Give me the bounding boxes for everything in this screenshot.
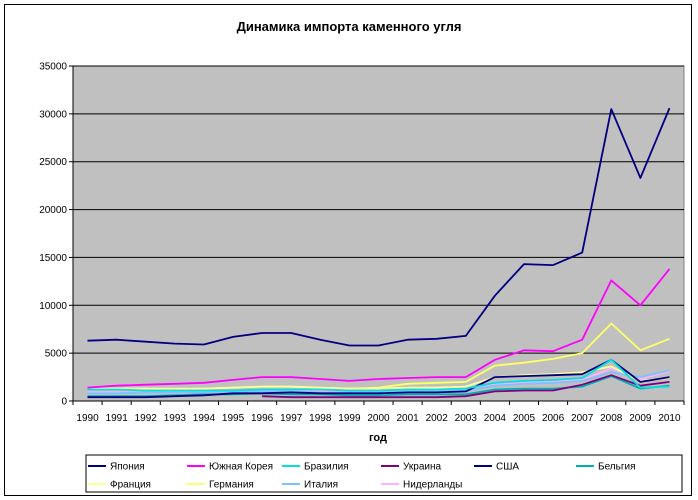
x-tick-label: 1990 [76,413,99,424]
x-tick-label: 2003 [455,413,478,424]
legend-label: Япония [110,462,145,473]
legend-label: Италия [304,480,338,491]
chart-title: Динамика импорта каменного угля [237,19,462,34]
series-line-1 [87,268,671,389]
legend-label: Южная Корея [209,462,273,473]
x-tick-label: 1998 [309,413,332,424]
x-tick-label: 2005 [513,413,536,424]
series-line-6 [87,365,670,390]
series-line-0 [87,107,671,347]
legend-label: Бразилия [304,462,349,473]
series-line-4 [87,358,670,399]
legend-box [85,454,683,493]
series-lines [87,107,671,399]
x-tick-label: 1997 [280,413,303,424]
y-tick-label: 10000 [39,301,67,312]
x-tick-label: 1994 [193,413,216,424]
x-axis-title: год [369,432,387,444]
x-tick-label: 2002 [426,413,449,424]
series-line-2 [87,358,670,392]
x-tick-label: 2006 [542,413,565,424]
x-tick-label: 2007 [571,413,594,424]
x-tick-label: 2009 [629,413,652,424]
legend-label: США [496,462,519,473]
y-axis-ticks: 0 5000 10000 15000 20000 25000 30000 35000 [39,62,73,408]
x-tick-label: 1993 [164,413,187,424]
y-tick-label: 0 [61,397,67,408]
y-tick-label: 5000 [45,349,68,360]
x-axis-ticks: 1990 1991 1992 1993 1994 1995 1996 1997 1998 1999… [72,401,685,424]
legend-label: Франция [110,480,151,491]
x-tick-label: 1996 [251,413,274,424]
x-tick-label: 2004 [484,413,507,424]
x-tick-label: 2001 [396,413,419,424]
x-tick-label: 1992 [135,413,158,424]
legend-label: Германия [209,480,254,491]
plot-area [72,65,685,402]
y-tick-label: 25000 [39,157,67,168]
y-tick-label: 30000 [39,109,67,120]
x-tick-label: 2008 [600,413,623,424]
series-line-3 [262,374,670,399]
legend-label: Украина [403,462,442,473]
x-tick-label: 2010 [658,413,681,424]
y-tick-label: 35000 [39,62,67,73]
x-tick-label: 1999 [338,413,361,424]
legend-label: Нидерланды [403,480,462,491]
y-tick-label: 15000 [39,253,67,264]
legend-label: Бельгия [598,462,636,473]
x-tick-label: 2000 [367,413,390,424]
x-tick-label: 1991 [106,413,129,424]
x-tick-label: 1995 [222,413,245,424]
y-tick-label: 20000 [39,205,67,216]
legend: Япония Южная Корея Бразилия Украина США Бельг… [88,462,636,491]
